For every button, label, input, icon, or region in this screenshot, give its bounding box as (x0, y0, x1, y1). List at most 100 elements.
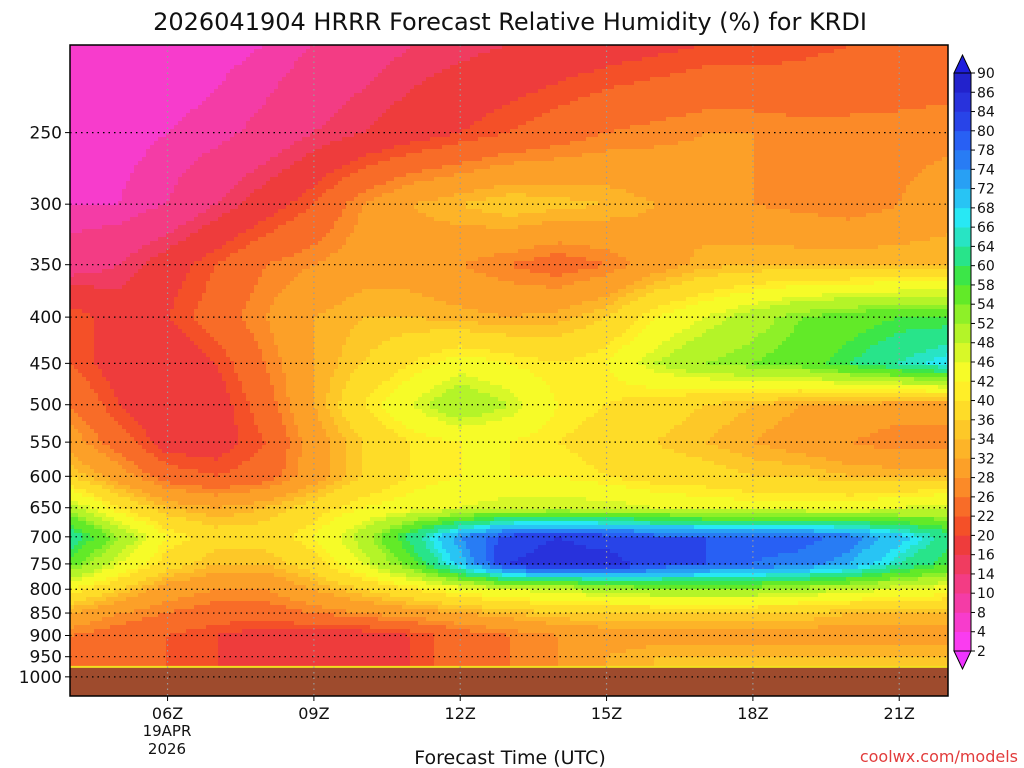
heatmap-cell (738, 125, 743, 130)
heatmap-cell (230, 121, 235, 126)
heatmap-cell (690, 133, 695, 138)
heatmap-cell (406, 49, 411, 54)
heatmap-cell (90, 125, 95, 130)
heatmap-cell (306, 61, 311, 66)
heatmap-cell (150, 117, 155, 122)
heatmap-cell (694, 117, 699, 122)
heatmap-cell (690, 89, 695, 94)
heatmap-cell (754, 53, 759, 58)
heatmap-cell (106, 93, 111, 98)
heatmap-cell (214, 97, 219, 102)
heatmap-cell (162, 65, 167, 70)
heatmap-cell (906, 49, 911, 54)
heatmap-cell (890, 53, 895, 58)
heatmap-cell (858, 105, 863, 110)
heatmap-cell (502, 49, 507, 54)
heatmap-cell (722, 81, 727, 86)
heatmap-cell (318, 109, 323, 114)
heatmap-cell (190, 77, 195, 82)
heatmap-cell (582, 69, 587, 74)
heatmap-cell (630, 89, 635, 94)
heatmap-cell (498, 93, 503, 98)
heatmap-cell (358, 113, 363, 118)
heatmap-cell (642, 133, 647, 138)
heatmap-cell (682, 85, 687, 90)
heatmap-cell (282, 133, 287, 138)
heatmap-cell (518, 53, 523, 58)
heatmap-cell (266, 73, 271, 78)
heatmap-cell (306, 69, 311, 74)
heatmap-cell (942, 85, 947, 90)
heatmap-cell (250, 69, 255, 74)
heatmap-cell (906, 113, 911, 118)
heatmap-cell (874, 69, 879, 74)
heatmap-cell (526, 85, 531, 90)
heatmap-cell (386, 77, 391, 82)
heatmap-cell (118, 89, 123, 94)
heatmap-cell (442, 125, 447, 130)
heatmap-cell (926, 89, 931, 94)
heatmap-cell (246, 77, 251, 82)
heatmap-cell (482, 97, 487, 102)
heatmap-cell (190, 121, 195, 126)
heatmap-cell (538, 101, 543, 106)
heatmap-cell (102, 69, 107, 74)
heatmap-cell (394, 53, 399, 58)
heatmap-cell (866, 81, 871, 86)
heatmap-cell (894, 81, 899, 86)
heatmap-cell (310, 101, 315, 106)
heatmap-cell (514, 85, 519, 90)
heatmap-cell (610, 105, 615, 110)
heatmap-cell (362, 53, 367, 58)
heatmap-cell (434, 65, 439, 70)
heatmap-cell (550, 57, 555, 62)
heatmap-cell (426, 73, 431, 78)
heatmap-cell (694, 101, 699, 106)
heatmap-cell (494, 105, 499, 110)
heatmap-cell (626, 53, 631, 58)
heatmap-cell (598, 97, 603, 102)
heatmap-cell (710, 65, 715, 70)
heatmap-cell (174, 61, 179, 66)
heatmap-cell (554, 101, 559, 106)
heatmap-cell (478, 73, 483, 78)
heatmap-cell (678, 97, 683, 102)
heatmap-cell (918, 77, 923, 82)
heatmap-cell (638, 81, 643, 86)
heatmap-cell (562, 105, 567, 110)
heatmap-cell (466, 69, 471, 74)
heatmap-cell (878, 73, 883, 78)
heatmap-cell (658, 113, 663, 118)
heatmap-cell (686, 93, 691, 98)
heatmap-cell (138, 125, 143, 130)
heatmap-cell (634, 73, 639, 78)
heatmap-cell (114, 77, 119, 82)
heatmap-cell (874, 73, 879, 78)
heatmap-cell (74, 133, 79, 138)
heatmap-cell (714, 117, 719, 122)
heatmap-cell (650, 113, 655, 118)
heatmap-cell (762, 109, 767, 114)
heatmap-cell (406, 65, 411, 70)
heatmap-cell (446, 57, 451, 62)
heatmap-cell (190, 117, 195, 122)
heatmap-cell (574, 109, 579, 114)
heatmap-cell (718, 61, 723, 66)
heatmap-cell (82, 57, 87, 62)
heatmap-cell (170, 129, 175, 134)
heatmap-cell (518, 65, 523, 70)
heatmap-cell (826, 61, 831, 66)
heatmap-cell (302, 97, 307, 102)
heatmap-cell (734, 57, 739, 62)
heatmap-cell (274, 73, 279, 78)
heatmap-cell (742, 89, 747, 94)
heatmap-cell (158, 61, 163, 66)
heatmap-cell (710, 49, 715, 54)
heatmap-cell (290, 113, 295, 118)
heatmap-cell (350, 109, 355, 114)
heatmap-cell (878, 85, 883, 90)
heatmap-cell (754, 125, 759, 130)
heatmap-cell (610, 81, 615, 86)
heatmap-cell (182, 49, 187, 54)
heatmap-cell (442, 109, 447, 114)
